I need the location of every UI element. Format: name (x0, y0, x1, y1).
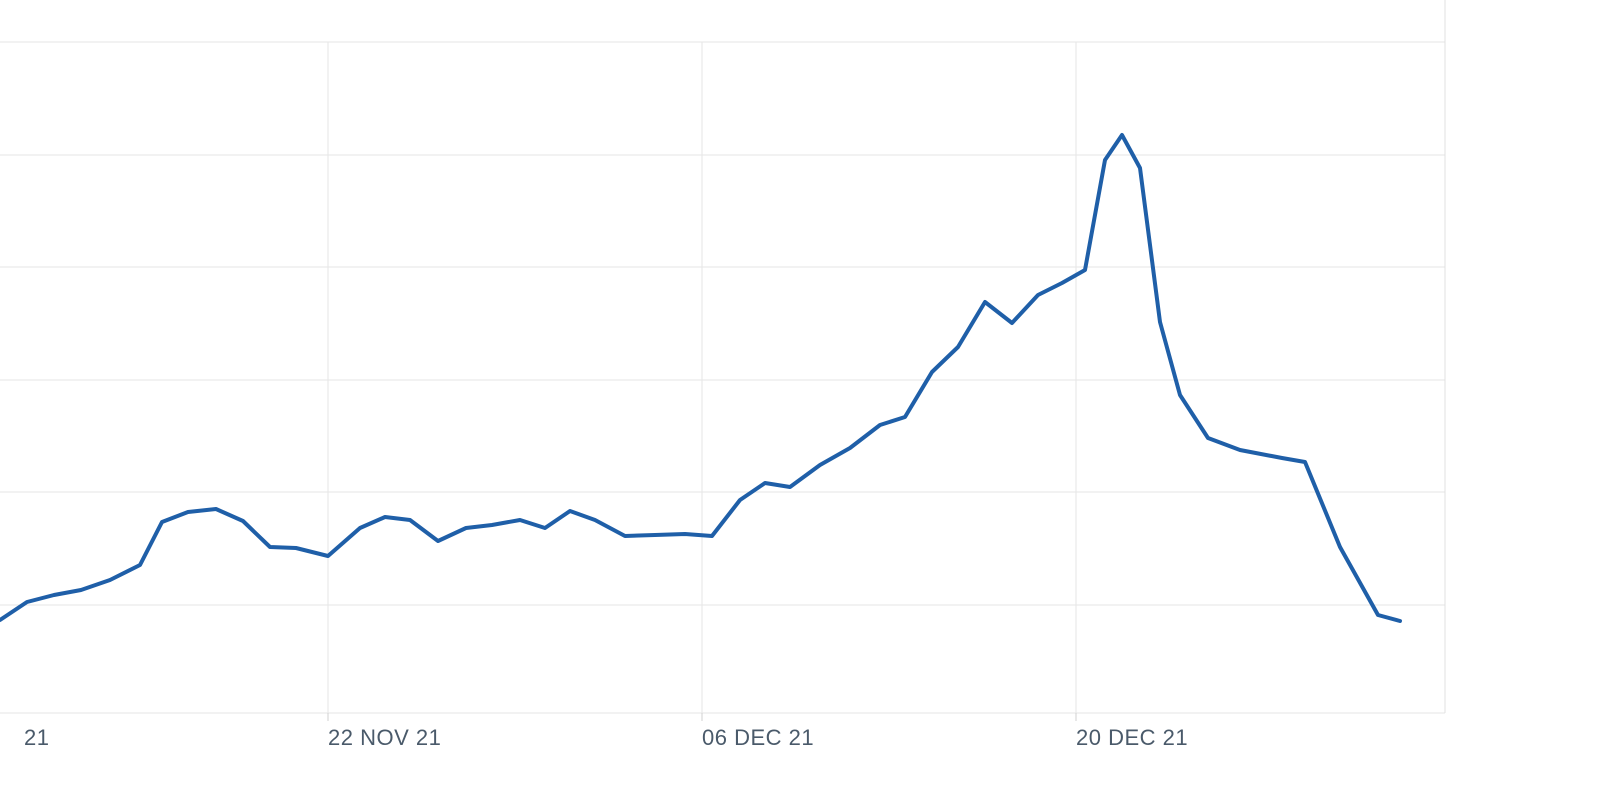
line-chart: 21 22 NOV 21 06 DEC 21 20 DEC 21 (0, 0, 1600, 786)
chart-svg: 21 22 NOV 21 06 DEC 21 20 DEC 21 (0, 0, 1600, 786)
x-axis-tick-label: 22 NOV 21 (328, 725, 441, 750)
x-axis-tick-label: 21 (24, 725, 49, 750)
x-axis-tick-label: 20 DEC 21 (1076, 725, 1188, 750)
x-axis-tick-label: 06 DEC 21 (702, 725, 814, 750)
